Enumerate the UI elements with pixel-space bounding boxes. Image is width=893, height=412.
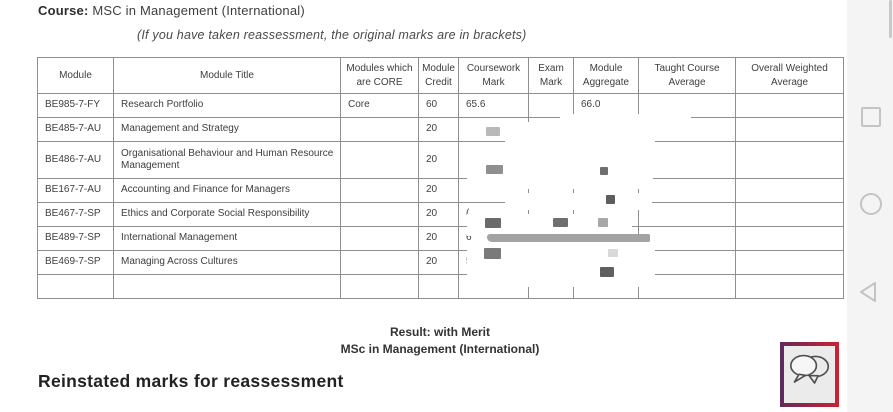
course-label: Course: [38, 3, 89, 18]
cell-credit: 20 [418, 178, 459, 203]
cell-overall-avg [735, 93, 844, 118]
cell-module: BE485-7-AU [37, 117, 114, 142]
table-row: BE467-7-SP Ethics and Corporate Social R… [37, 202, 844, 227]
redaction-blob [486, 165, 503, 174]
cell-overall-avg [735, 226, 844, 251]
cell-overall-avg [735, 202, 844, 227]
cell-title: Ethics and Corporate Social Responsibili… [113, 202, 341, 227]
redaction-blob [553, 218, 568, 227]
home-circle-icon[interactable] [860, 193, 882, 215]
cell-module: BE985-7-FY [37, 93, 114, 118]
cell-taught-avg [638, 202, 736, 227]
cell-module: BE486-7-AU [37, 141, 114, 179]
cell-taught-avg [638, 178, 736, 203]
col-header-exam: Exam Mark [528, 57, 574, 94]
cell-overall-avg [735, 117, 844, 142]
cell-coursework: 65.6 [458, 93, 529, 118]
cell-core [340, 117, 419, 142]
cell-title: Management and Strategy [113, 117, 341, 142]
table-row: BE489-7-SP International Management 20 6 [37, 226, 844, 251]
cell-title: Managing Across Cultures [113, 250, 341, 275]
course-value: MSC in Management (International) [92, 3, 305, 18]
cell-title: Research Portfolio [113, 93, 341, 118]
redaction-blob [600, 167, 608, 175]
redaction-blob [486, 127, 500, 136]
redaction-blob [598, 218, 608, 227]
scrollbar-thumb[interactable] [889, 0, 892, 38]
table-row: BE469-7-SP Managing Across Cultures 20 5 [37, 250, 844, 275]
cell-credit: 60 [418, 93, 459, 118]
col-header-taught-avg: Taught Course Average [638, 57, 736, 94]
cell-core [340, 274, 419, 299]
marks-table: Module Module Title Modules which are CO… [37, 57, 844, 299]
speech-bubbles-icon [787, 351, 833, 398]
cell-module: BE489-7-SP [37, 226, 114, 251]
table-row-empty [37, 274, 844, 299]
redaction-white-patch [467, 214, 632, 236]
cell-module: BE469-7-SP [37, 250, 114, 275]
cell-core [340, 250, 419, 275]
cell-module: BE467-7-SP [37, 202, 114, 227]
redaction-blob [608, 249, 618, 257]
col-header-module-title: Module Title [113, 57, 341, 94]
redaction-white-patch [505, 122, 655, 146]
cell-credit: 20 [418, 141, 459, 179]
col-header-coursework: Coursework Mark [458, 57, 529, 94]
result-course-line: MSc in Management (International) [340, 342, 540, 356]
cell-core [340, 226, 419, 251]
col-header-overall-avg: Overall Weighted Average [735, 57, 844, 94]
redaction-white-patch [505, 193, 652, 210]
cell-core [340, 202, 419, 227]
cell-title: Accounting and Finance for Managers [113, 178, 341, 203]
cell-credit: 20 [418, 250, 459, 275]
col-header-aggregate: Module Aggregate [573, 57, 639, 94]
col-header-credit: Module Credit [418, 57, 459, 94]
table-header-row: Module Module Title Modules which are CO… [37, 57, 844, 94]
reassessment-note: (If you have taken reassessment, the ori… [137, 28, 527, 42]
cell-module [37, 274, 114, 299]
redaction-blob [600, 267, 614, 277]
result-line: Result: with Merit [389, 325, 490, 339]
reinstated-heading: Reinstated marks for reassessment [38, 371, 344, 391]
col-header-core: Modules which are CORE [340, 57, 419, 94]
chat-button[interactable] [780, 342, 839, 407]
cell-overall-avg [735, 141, 844, 179]
cell-overall-avg [735, 178, 844, 203]
cell-title [113, 274, 341, 299]
redaction-blob [484, 248, 501, 259]
table-row: BE985-7-FY Research Portfolio Core 60 65… [37, 93, 844, 118]
redaction-streak [487, 234, 650, 242]
cell-overall-avg [735, 274, 844, 299]
cell-taught-avg [638, 141, 736, 179]
cell-title: International Management [113, 226, 341, 251]
cell-module: BE167-7-AU [37, 178, 114, 203]
cell-core [340, 141, 419, 179]
table-row: BE486-7-AU Organisational Behaviour and … [37, 141, 844, 179]
col-header-module: Module [37, 57, 114, 94]
back-triangle-icon[interactable] [858, 281, 880, 303]
cell-title: Organisational Behaviour and Human Resou… [113, 141, 341, 179]
cell-core: Core [340, 93, 419, 118]
cell-credit: 20 [418, 117, 459, 142]
course-heading: Course: MSC in Management (International… [38, 3, 305, 18]
cell-credit [418, 274, 459, 299]
table-row: BE167-7-AU Accounting and Finance for Ma… [37, 178, 844, 203]
cell-credit: 20 [418, 226, 459, 251]
redaction-blob [606, 195, 615, 204]
redaction-blob [485, 218, 501, 228]
cell-core [340, 178, 419, 203]
recent-apps-square-icon[interactable] [861, 107, 881, 127]
chat-button-face [784, 346, 835, 403]
cell-credit: 20 [418, 202, 459, 227]
table-row: BE485-7-AU Management and Strategy 20 [37, 117, 844, 142]
redaction-white-patch [560, 114, 691, 124]
cell-overall-avg [735, 250, 844, 275]
